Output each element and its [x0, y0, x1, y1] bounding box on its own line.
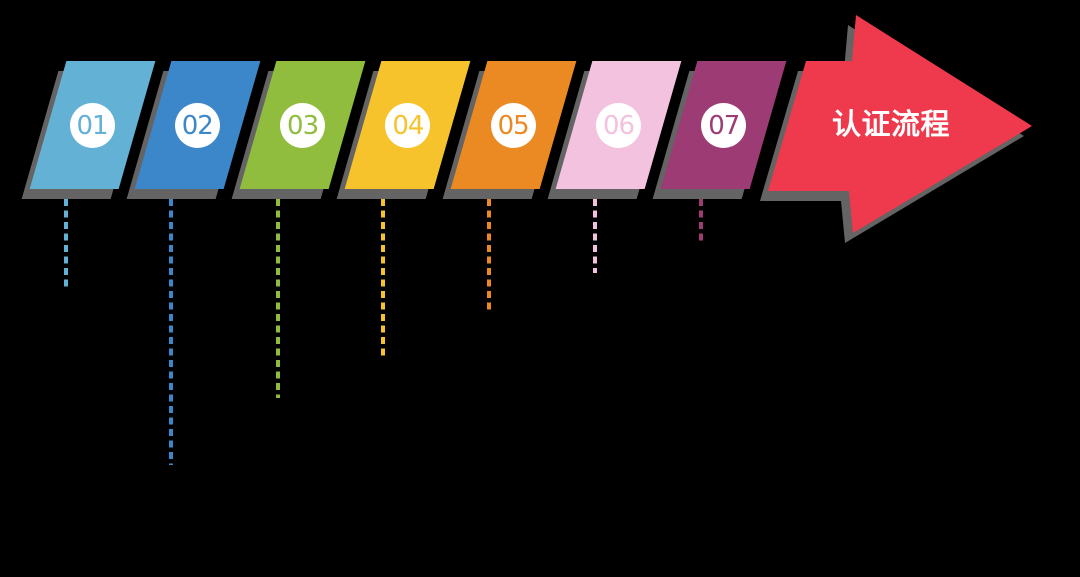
step-4-number: 04 — [392, 110, 424, 141]
step-2-connector-line — [169, 199, 173, 465]
step-3-connector-line — [275, 199, 280, 398]
step-2-number-badge: 02 — [174, 103, 220, 148]
step-7-number-badge: 07 — [701, 103, 747, 148]
step-7-number: 07 — [708, 110, 740, 141]
step-3-number: 03 — [287, 110, 319, 141]
step-6-number-badge: 06 — [596, 103, 641, 148]
flow-arrow-body — [768, 15, 1032, 233]
step-6-connector-line — [593, 199, 597, 273]
step-4-number-badge: 04 — [385, 103, 431, 148]
step-5-number: 05 — [497, 110, 530, 141]
step-6-number: 06 — [602, 110, 635, 141]
flow-arrow-label: 认证流程 — [831, 109, 950, 141]
step-2-number: 02 — [181, 110, 214, 141]
step-5-number-badge: 05 — [490, 103, 536, 148]
step-5-connector-line — [487, 199, 491, 312]
step-1-number-badge: 01 — [69, 103, 115, 148]
step-1-number: 01 — [76, 110, 108, 141]
step-4-connector-line — [381, 199, 385, 357]
step-7-connector-line — [699, 199, 703, 242]
step-3-number-badge: 03 — [280, 103, 326, 148]
step-1-connector-line — [64, 199, 68, 288]
